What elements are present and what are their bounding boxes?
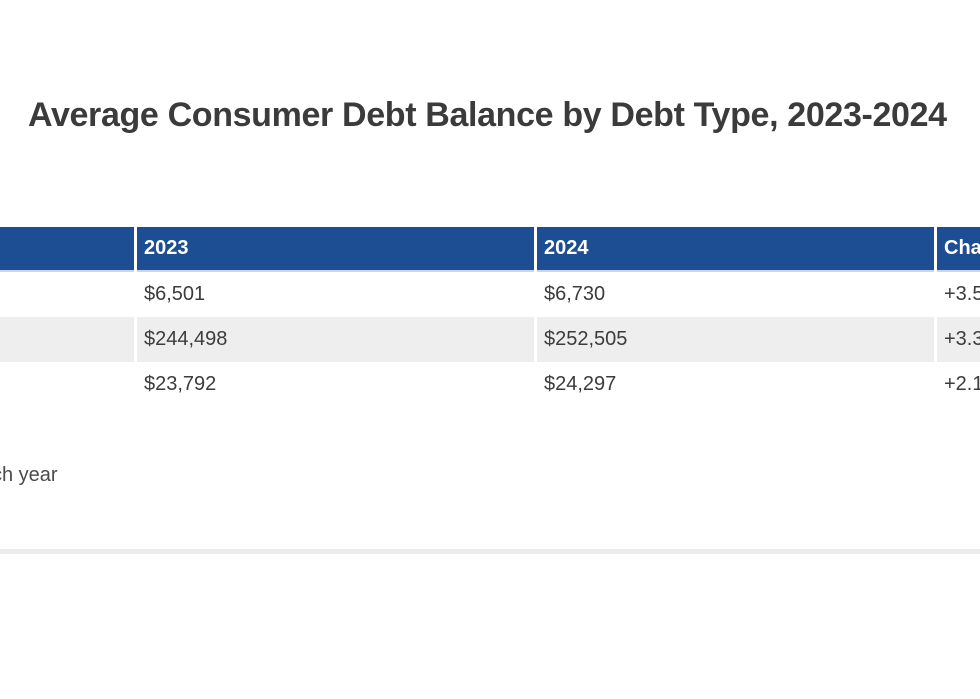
row-label-cell [0, 317, 134, 362]
value-2023-cell: $23,792 [137, 362, 534, 407]
value-2024-cell: $6,730 [537, 272, 934, 317]
value-2023-cell: $6,501 [137, 272, 534, 317]
debt-balance-table: 2023 2024 Cha $6,501 $6,730 +3.5 $244,49… [0, 227, 980, 407]
page-title: Average Consumer Debt Balance by Debt Ty… [28, 96, 947, 134]
header-cell-change: Cha [937, 227, 980, 272]
value-2024-cell: $24,297 [537, 362, 934, 407]
source-note: ch year [0, 464, 58, 486]
table-row: $23,792 $24,297 +2.1 [0, 362, 980, 407]
value-change-cell: +3.5 [937, 272, 980, 317]
value-2023-cell: $244,498 [137, 317, 534, 362]
header-cell-2023: 2023 [137, 227, 534, 272]
table-row: $244,498 $252,505 +3.3 [0, 317, 980, 362]
value-change-cell: +2.1 [937, 362, 980, 407]
section-divider [0, 549, 980, 554]
header-cell-2024: 2024 [537, 227, 934, 272]
table-header-row: 2023 2024 Cha [0, 227, 980, 272]
header-cell-debt-type [0, 227, 134, 272]
value-change-cell: +3.3 [937, 317, 980, 362]
row-label-cell [0, 272, 134, 317]
table-row: $6,501 $6,730 +3.5 [0, 272, 980, 317]
value-2024-cell: $252,505 [537, 317, 934, 362]
row-label-cell [0, 362, 134, 407]
